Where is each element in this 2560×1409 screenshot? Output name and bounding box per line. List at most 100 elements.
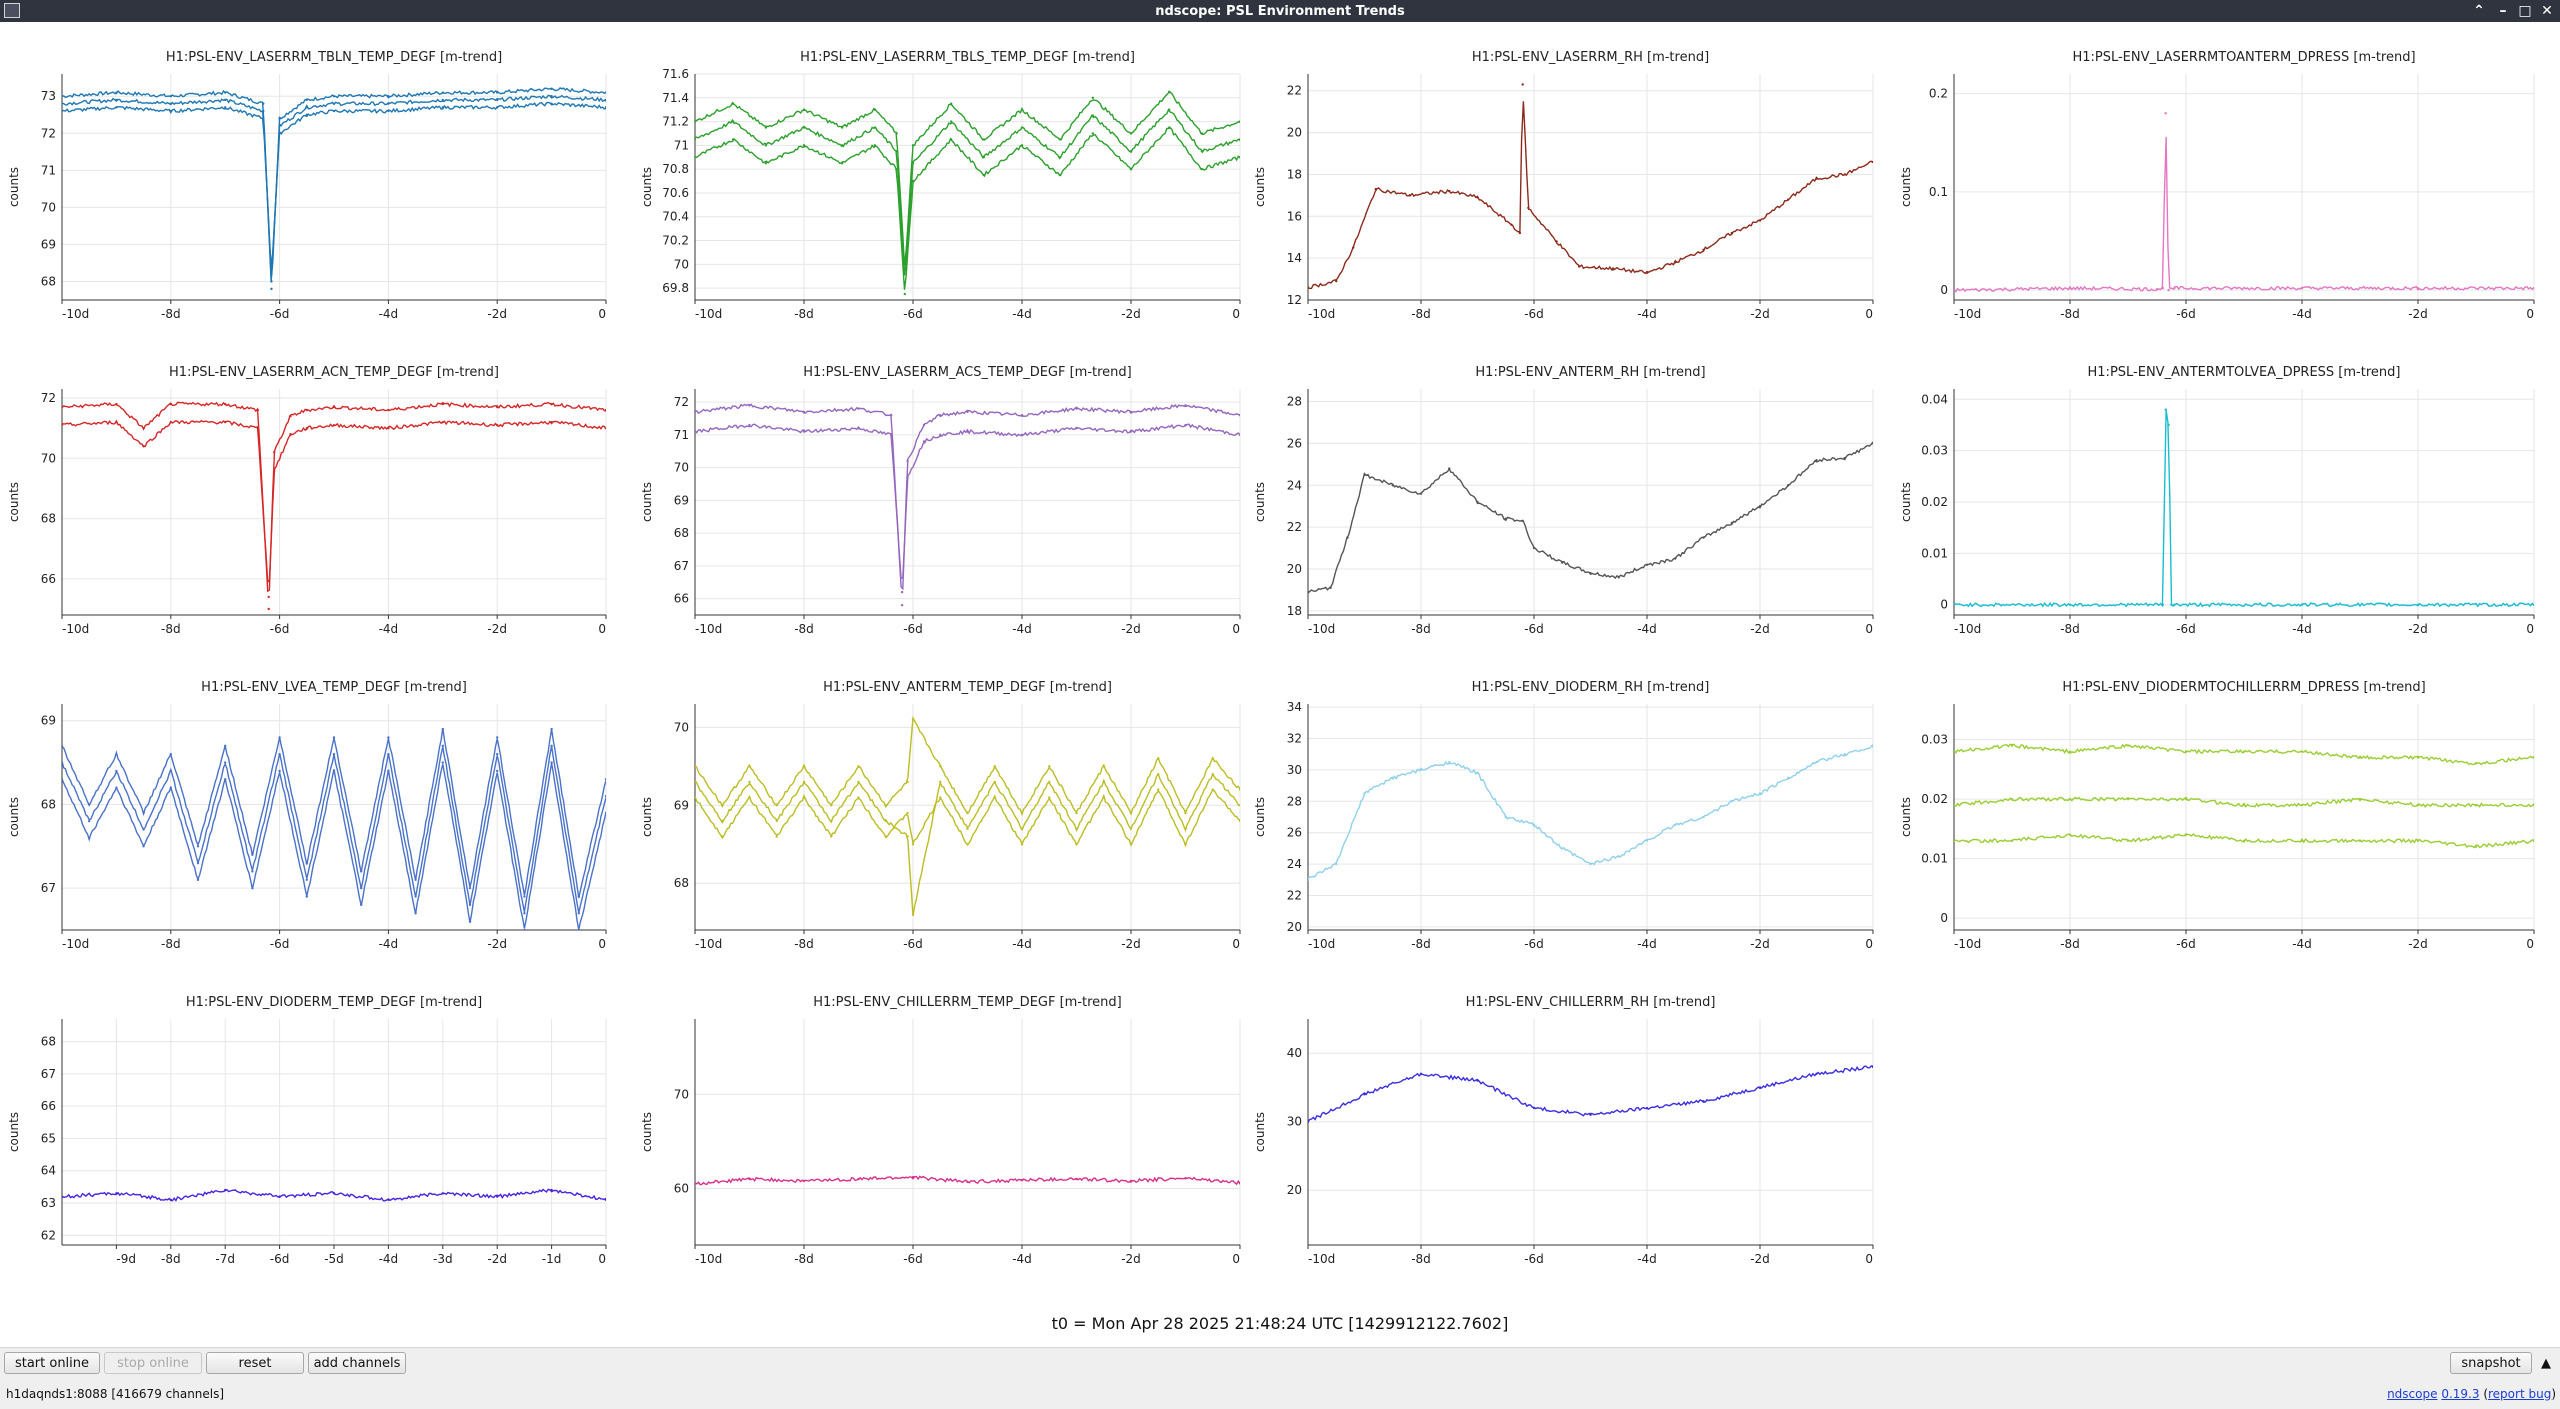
maximize-icon[interactable]: □ bbox=[2518, 3, 2532, 19]
plot-panel-11[interactable]: H1:PSL-ENV_DIODERM_RH [m-trend] counts 20 2… bbox=[1246, 652, 1881, 964]
data-point bbox=[1184, 843, 1187, 846]
data-point bbox=[2242, 803, 2246, 807]
data-point bbox=[1020, 126, 1024, 129]
data-point bbox=[993, 765, 996, 768]
y-axis-label: counts bbox=[640, 167, 654, 207]
data-point bbox=[2532, 756, 2534, 759]
data-point bbox=[1335, 279, 1338, 283]
y-tick-label: 0.01 bbox=[1921, 546, 1948, 560]
plot-panel-1[interactable]: H1:PSL-ENV_LASERRM_TBLN_TEMP_DEGF [m-tre… bbox=[0, 22, 614, 334]
report-bug-link[interactable]: report bug bbox=[2488, 1387, 2552, 1401]
plot-panel-4[interactable]: H1:PSL-ENV_LASERRMTOANTERM_DPRESS [m-tre… bbox=[1892, 22, 2542, 334]
y-axis-label: counts bbox=[1253, 1112, 1267, 1152]
add-channels-button[interactable]: add channels bbox=[308, 1352, 406, 1374]
y-tick-label: 71.2 bbox=[662, 115, 689, 129]
x-tick-label: -6d bbox=[270, 1252, 290, 1266]
version-link[interactable]: 0.19.3 bbox=[2441, 1387, 2480, 1401]
data-point bbox=[1730, 800, 1733, 803]
plot-panel-13[interactable]: H1:PSL-ENV_DIODERM_TEMP_DEGF [m-trend] co… bbox=[0, 967, 614, 1279]
data-point bbox=[332, 1192, 336, 1195]
data-point bbox=[496, 423, 499, 427]
data-point bbox=[251, 853, 254, 856]
series-line bbox=[62, 94, 606, 277]
data-point bbox=[305, 878, 308, 881]
data-point bbox=[169, 753, 172, 756]
data-point bbox=[262, 109, 265, 113]
x-tick-label: -6d bbox=[1524, 307, 1544, 321]
y-tick-label: 20 bbox=[1287, 562, 1302, 576]
y-tick-label: 71 bbox=[674, 138, 689, 152]
series-line bbox=[695, 715, 1240, 817]
y-tick-label: 70 bbox=[41, 200, 56, 214]
x-tick-label: 0 bbox=[1865, 1252, 1873, 1266]
y-tick-label: 28 bbox=[1287, 794, 1302, 808]
plot-panel-6[interactable]: H1:PSL-ENV_LASERRM_ACS_TEMP_DEGF [m-tren… bbox=[633, 337, 1248, 649]
data-point bbox=[1091, 132, 1095, 135]
y-tick-label: 0.03 bbox=[1921, 733, 1948, 747]
data-point bbox=[2010, 839, 2014, 842]
y-tick-label: 71 bbox=[674, 428, 689, 442]
series-line bbox=[62, 401, 606, 593]
x-tick-label: 0 bbox=[1865, 622, 1873, 636]
data-point bbox=[224, 91, 227, 94]
data-point bbox=[949, 138, 953, 141]
data-point bbox=[1787, 484, 1790, 487]
y-tick-label: 18 bbox=[1287, 604, 1302, 618]
triangle-up-icon[interactable]: ▲ bbox=[2541, 1355, 2551, 1371]
plot-panel-5[interactable]: H1:PSL-ENV_LASERRM_ACN_TEMP_DEGF [m-tren… bbox=[0, 337, 614, 649]
data-point bbox=[1129, 150, 1133, 153]
data-point bbox=[1954, 803, 1956, 807]
data-point bbox=[2416, 287, 2420, 290]
reset-button[interactable]: reset bbox=[206, 1352, 304, 1374]
x-tick-label: -3d bbox=[433, 1252, 453, 1266]
y-tick-label: 71 bbox=[41, 163, 56, 177]
plot-panel-12[interactable]: H1:PSL-ENV_DIODERMTOCHILLERRM_DPRESS [m-… bbox=[1892, 652, 2542, 964]
x-tick-label: -6d bbox=[270, 622, 290, 636]
x-tick-label: -10d bbox=[62, 307, 89, 321]
data-point bbox=[278, 117, 281, 120]
data-point bbox=[695, 156, 697, 159]
data-point bbox=[550, 744, 553, 748]
plot-title: H1:PSL-ENV_LASERRM_TBLS_TEMP_DEGF [m-tre… bbox=[800, 50, 1135, 65]
y-tick-label: 66 bbox=[41, 1099, 56, 1113]
x-tick-label: -6d bbox=[1524, 622, 1544, 636]
plot-panel-14[interactable]: H1:PSL-ENV_CHILLERRM_TEMP_DEGF [m-trend]… bbox=[633, 967, 1248, 1279]
data-point bbox=[1674, 823, 1677, 827]
y-tick-label: 70.4 bbox=[662, 210, 689, 224]
x-tick-label: -10d bbox=[695, 1252, 722, 1266]
data-point bbox=[911, 913, 915, 916]
plot-panel-9[interactable]: H1:PSL-ENV_LVEA_TEMP_DEGF [m-trend] count… bbox=[0, 652, 614, 964]
y-tick-label: 14 bbox=[1287, 251, 1302, 265]
plot-panel-2[interactable]: H1:PSL-ENV_LASERRM_TBLS_TEMP_DEGF [m-tre… bbox=[633, 22, 1248, 334]
x-tick-label: -4d bbox=[1012, 307, 1032, 321]
minimize-icon[interactable]: – bbox=[2499, 3, 2507, 19]
data-point bbox=[387, 753, 390, 756]
y-tick-label: 70 bbox=[674, 257, 689, 271]
plot-panel-3[interactable]: H1:PSL-ENV_LASERRM_RH [m-trend] counts 12 1… bbox=[1246, 22, 1881, 334]
data-point bbox=[604, 106, 606, 109]
plot-panel-15[interactable]: H1:PSL-ENV_CHILLERRM_RH [m-trend] counts 2… bbox=[1246, 967, 1881, 1279]
x-tick-label: -2d bbox=[487, 307, 507, 321]
start-online-button[interactable]: start online bbox=[4, 1352, 100, 1374]
data-point bbox=[1129, 410, 1133, 414]
ndscope-link[interactable]: ndscope bbox=[2387, 1387, 2438, 1401]
x-tick-label: -10d bbox=[695, 307, 722, 321]
data-point bbox=[115, 98, 118, 102]
data-point bbox=[270, 280, 273, 283]
snapshot-button[interactable]: snapshot bbox=[2450, 1352, 2532, 1374]
close-icon[interactable]: ✕ bbox=[2541, 3, 2553, 19]
plot-panel-8[interactable]: H1:PSL-ENV_ANTERMTOLVEA_DPRESS [m-trend]… bbox=[1892, 337, 2542, 649]
plot-panel-7[interactable]: H1:PSL-ENV_ANTERM_RH [m-trend] counts 18 20… bbox=[1246, 337, 1881, 649]
chevron-up-icon[interactable]: ⌃ bbox=[2473, 3, 2485, 19]
y-tick-label: 0 bbox=[1940, 283, 1948, 297]
data-point bbox=[115, 753, 118, 756]
data-point bbox=[1504, 815, 1507, 819]
data-point bbox=[764, 126, 768, 129]
y-tick-label: 68 bbox=[41, 1035, 56, 1049]
x-tick-label: -10d bbox=[1954, 622, 1981, 636]
data-point bbox=[1363, 792, 1366, 795]
data-point bbox=[387, 95, 390, 98]
plot-panel-10[interactable]: H1:PSL-ENV_ANTERM_TEMP_DEGF [m-trend] cou… bbox=[633, 652, 1248, 964]
data-point bbox=[2532, 839, 2534, 842]
data-point bbox=[1211, 772, 1214, 776]
